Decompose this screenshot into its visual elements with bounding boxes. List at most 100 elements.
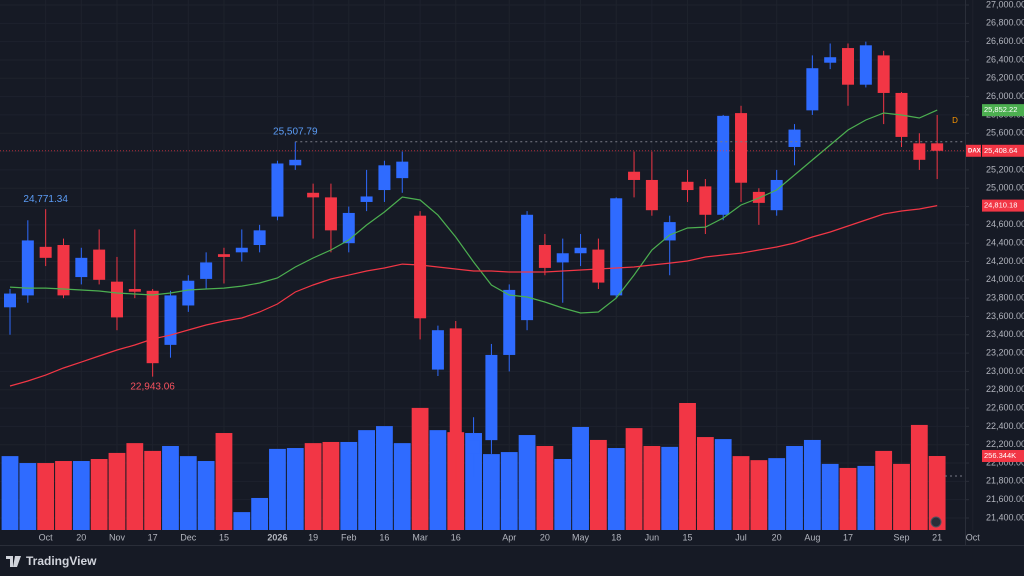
candle-body [396, 161, 409, 179]
x-tick-label: 17 [148, 532, 158, 542]
candle-body [467, 440, 480, 454]
x-tick-label: Jul [735, 532, 747, 542]
candle-body [681, 181, 694, 191]
y-tick-label: 25,600.00 [986, 128, 1024, 138]
y-tick-label: 26,400.00 [986, 54, 1024, 64]
x-tick-label: 19 [308, 532, 318, 542]
volume-bar [197, 461, 215, 530]
x-tick-label: 20 [540, 532, 550, 542]
event-marker: D [952, 116, 958, 125]
volume-bar [376, 426, 393, 530]
y-tick-label: 24,200.00 [986, 256, 1024, 266]
volume-bar [714, 439, 732, 530]
volume-bar [536, 446, 554, 530]
volume-bar [643, 446, 661, 530]
volume-bar [661, 446, 679, 530]
volume-bar [572, 426, 589, 530]
volume-bar [72, 461, 90, 530]
x-tick-label: 20 [772, 532, 782, 542]
volume-bar [304, 443, 322, 530]
y-tick-label: 25,200.00 [986, 164, 1024, 174]
volume-bar [786, 446, 803, 530]
volume-bar [215, 433, 233, 530]
price-tag [982, 144, 1024, 157]
candle-body [414, 215, 427, 319]
candle-body [200, 262, 213, 279]
y-tick-label: 22,200.00 [986, 439, 1024, 449]
volume-bar [233, 512, 251, 530]
y-tick-label: 24,400.00 [986, 238, 1024, 248]
ma-price-tag [982, 199, 1024, 212]
candle-body [717, 115, 730, 215]
x-tick-label: Dec [180, 532, 197, 542]
y-tick-label: 24,000.00 [986, 274, 1024, 284]
candle-body [182, 280, 195, 306]
volume-bar [875, 450, 893, 530]
volume-bar [893, 463, 910, 530]
candle-body [628, 171, 641, 180]
x-tick-label: 18 [611, 532, 621, 542]
candle-body [859, 45, 872, 85]
y-tick-label: 22,400.00 [986, 421, 1024, 431]
volume-bar [589, 439, 607, 530]
ma-price-tag-label: 25,852.22 [984, 105, 1017, 114]
grid [0, 0, 973, 530]
volume-bar [126, 443, 144, 530]
x-tick-label: Mar [412, 532, 428, 542]
volume-bar [500, 452, 518, 530]
candle-body [75, 257, 88, 278]
candle-body [449, 328, 462, 454]
x-tick-label: Aug [804, 532, 820, 542]
candles [4, 41, 944, 482]
x-tick-label: Apr [502, 532, 516, 542]
y-tick-label: 27,000.00 [986, 0, 1024, 9]
x-tick-label: Oct [39, 532, 54, 542]
volume-bar [393, 443, 411, 530]
y-tick-label: 24,600.00 [986, 219, 1024, 229]
x-tick-label: 17 [843, 532, 853, 542]
volume-bar [465, 433, 482, 530]
volume-bar [1, 456, 19, 530]
volume-bar [19, 463, 37, 530]
candle-body [146, 290, 159, 364]
y-tick-label: 26,000.00 [986, 91, 1024, 101]
x-tick-label: 16 [451, 532, 461, 542]
candle-body [592, 249, 605, 283]
x-tick-label: Oct [966, 532, 981, 542]
volume-bar [55, 461, 72, 530]
x-tick-label: Jun [645, 532, 660, 542]
volume-bar [732, 456, 750, 530]
candle-body [574, 247, 587, 254]
volume-bar [162, 446, 179, 530]
candle-body [378, 165, 391, 191]
x-tick-label: 2026 [267, 532, 287, 542]
candle-body [128, 288, 141, 292]
y-tick-label: 23,800.00 [986, 293, 1024, 303]
price-annotation: 25,507.79 [273, 126, 318, 137]
volume-bar [108, 452, 126, 530]
candle-body [877, 55, 890, 93]
volume-bar [483, 454, 500, 530]
volume-bar [144, 450, 162, 530]
candle-body [431, 330, 444, 370]
candle-body [57, 245, 70, 296]
candle-body [324, 197, 337, 231]
candle-body [342, 212, 355, 244]
logo-icon [6, 556, 21, 567]
volume-bar [821, 463, 839, 530]
volume-bar [750, 460, 768, 530]
x-tick-label: Sep [893, 532, 909, 542]
x-tick-label: 20 [76, 532, 86, 542]
volume-bar [286, 448, 304, 530]
candle-body [289, 159, 302, 166]
y-tick-label: 22,600.00 [986, 402, 1024, 412]
candle-body [663, 222, 676, 241]
volume-bar [269, 448, 286, 530]
candle-body [21, 240, 34, 296]
x-tick-label: Feb [341, 532, 357, 542]
candle-body [645, 179, 658, 211]
volume-bar [554, 458, 572, 530]
candle-body [824, 57, 837, 63]
volume-bar [928, 456, 946, 530]
volume-bar [518, 435, 536, 530]
